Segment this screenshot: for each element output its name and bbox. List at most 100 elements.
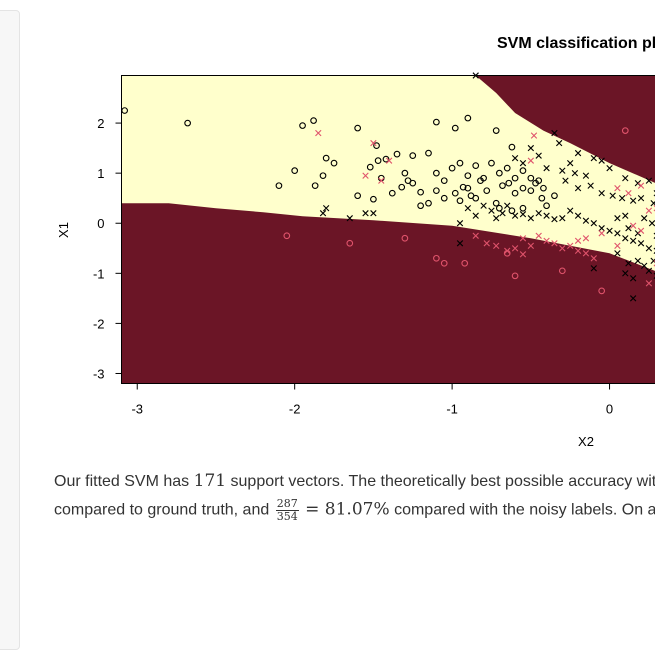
point-cross: [609, 192, 616, 199]
point-circle: [354, 124, 362, 132]
point-cross: [622, 212, 629, 219]
p1-text-before: Our fitted SVM has: [54, 473, 190, 490]
point-circle: [456, 159, 464, 167]
point-cross: [574, 212, 582, 219]
point-circle: [456, 197, 464, 205]
point-cross: [346, 215, 353, 222]
point-cross: [472, 212, 479, 219]
point-circle: [291, 167, 299, 175]
point-cross: [614, 215, 621, 222]
point-circle: [472, 194, 480, 202]
point-circle: [366, 163, 374, 171]
point-circle: [505, 179, 513, 187]
x-axis: -3 -2 -1 0: [131, 383, 613, 417]
point-cross: [645, 245, 653, 252]
point-cross: [378, 177, 385, 184]
series-2: [283, 127, 629, 295]
point-cross: [530, 132, 538, 139]
fraction-numerator: 287: [275, 497, 299, 511]
point-cross: [566, 242, 574, 249]
point-cross: [519, 159, 527, 167]
point-cross: [618, 195, 626, 202]
point-cross: [637, 240, 645, 247]
point-circle: [311, 182, 319, 190]
point-cross: [622, 270, 629, 277]
point-cross: [362, 210, 369, 217]
point-cross: [629, 197, 637, 204]
point-circle: [459, 183, 467, 191]
point-circle: [283, 232, 291, 240]
point-cross: [511, 154, 519, 162]
point-cross: [499, 210, 506, 217]
point-circle: [448, 164, 456, 172]
chart-title: SVM classification plot: [497, 35, 655, 52]
point-circle: [551, 192, 558, 200]
point-circle: [621, 127, 629, 134]
point-cross: [559, 245, 566, 252]
point-cross: [571, 169, 579, 177]
point-cross: [562, 177, 569, 184]
point-cross: [637, 227, 645, 234]
point-circle: [461, 259, 469, 267]
point-cross: [472, 232, 479, 239]
point-cross: [527, 157, 535, 164]
left-side-panel: [0, 10, 20, 650]
point-cross: [587, 182, 594, 189]
point-circle: [511, 272, 519, 280]
point-cross: [385, 157, 393, 164]
accuracy-fraction: 287 354: [275, 497, 299, 523]
point-cross: [511, 212, 519, 219]
point-circle: [388, 189, 396, 197]
point-cross: [519, 211, 527, 218]
point-circle: [425, 149, 432, 157]
point-cross: [645, 207, 653, 214]
point-circle: [527, 174, 535, 182]
point-circle: [495, 204, 503, 212]
paragraph-support-vectors: Our fitted SVM has 171 support vectors. …: [54, 471, 655, 492]
x-axis-label: X2: [578, 434, 594, 449]
point-cross: [598, 230, 605, 237]
point-circle: [440, 194, 448, 202]
point-circle: [401, 169, 409, 177]
point-cross: [535, 152, 542, 159]
y-tick-label: 2: [97, 116, 104, 131]
point-cross: [519, 251, 527, 258]
point-cross: [543, 212, 550, 219]
point-circle: [464, 114, 472, 122]
point-circle: [503, 164, 511, 172]
point-cross: [629, 237, 637, 244]
svm-classification-plot: SVM classification plot -3 -2 -1 0 210-1-2-…: [56, 35, 655, 449]
point-circle: [319, 172, 327, 180]
point-circle: [492, 127, 500, 134]
point-cross: [493, 215, 500, 222]
point-cross: [464, 205, 472, 212]
point-cross: [543, 164, 550, 172]
point-cross: [614, 184, 621, 192]
point-cross: [551, 129, 558, 137]
point-cross: [625, 225, 632, 232]
point-cross: [322, 205, 330, 212]
point-circle: [508, 207, 516, 215]
point-cross: [574, 149, 582, 157]
point-circle: [558, 267, 566, 275]
point-circle: [519, 167, 527, 175]
point-cross: [456, 240, 464, 247]
point-cross: [555, 139, 563, 147]
point-cross: [629, 222, 637, 229]
point-cross: [590, 220, 597, 227]
point-circle: [433, 254, 440, 262]
point-circle: [409, 152, 417, 159]
point-cross: [614, 230, 621, 237]
point-cross: [315, 129, 322, 137]
point-cross: [640, 262, 648, 269]
paragraph-accuracy: compared to ground truth, and 287 354 = …: [54, 498, 655, 523]
point-cross: [493, 242, 500, 249]
accuracy-value: = 81.07%: [305, 499, 390, 520]
point-circle: [417, 188, 424, 196]
point-circle: [275, 182, 283, 190]
point-cross: [551, 240, 558, 247]
point-circle: [398, 183, 406, 191]
point-cross: [645, 267, 653, 275]
point-cross: [504, 247, 511, 254]
point-circle: [440, 177, 448, 185]
